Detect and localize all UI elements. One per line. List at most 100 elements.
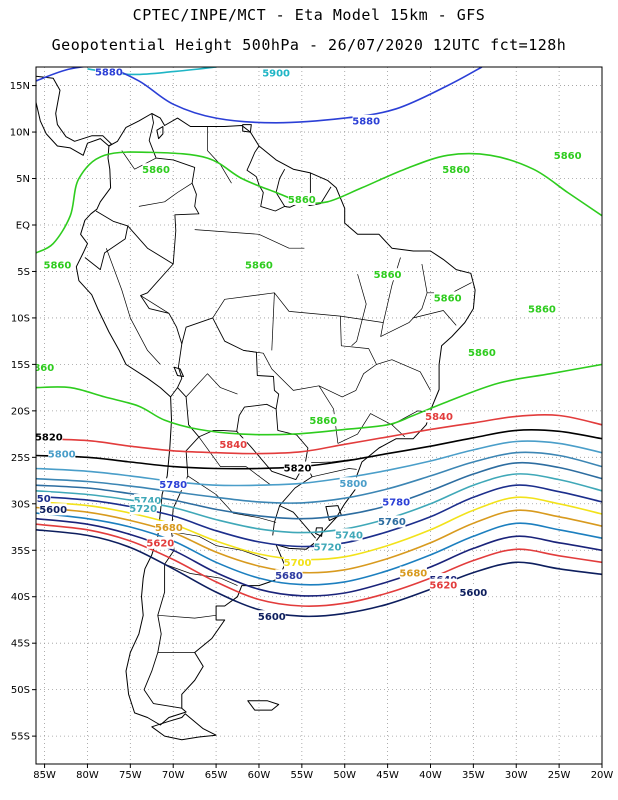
contour-label: 5860 (374, 270, 402, 281)
contour-label-bg (142, 163, 170, 176)
contour-label-bg (146, 536, 174, 549)
contour-label-bg (468, 346, 496, 359)
contour-label-bg (155, 521, 183, 534)
contour-label-bg (275, 569, 303, 582)
title-line-2: Geopotential Height 500hPa - 26/07/2020 … (51, 36, 567, 54)
lon-tick-label: 80W (76, 770, 99, 781)
state-border (194, 229, 305, 249)
contour-label: 5620 (146, 539, 174, 550)
contour-label: 5880 (352, 117, 380, 128)
lon-tick-label: 55W (291, 770, 314, 781)
contour-label: 5700 (284, 558, 312, 569)
central-america-coastline (36, 75, 112, 156)
lat-tick-label: EQ (16, 220, 30, 231)
contour-label-bg (313, 540, 342, 553)
contour-5640 (36, 517, 602, 597)
contour-label-bg (554, 149, 582, 162)
lat-tick-label: 45S (11, 639, 30, 650)
contour-label: 5840 (425, 412, 453, 423)
contour-label: 5860 (528, 304, 556, 315)
state-border (318, 316, 377, 398)
lon-tick-label: 40W (419, 770, 442, 781)
country-border (181, 317, 280, 438)
contour-5680 (36, 506, 602, 574)
map-frame (35, 66, 603, 765)
tierra-del-fuego (151, 713, 217, 741)
contour-label-bg (159, 478, 187, 491)
state-border (413, 310, 457, 326)
contour-label-bg (459, 586, 487, 599)
state-border (243, 350, 339, 444)
lon-tick-label: 45W (376, 770, 399, 781)
contour-label-bg (219, 438, 247, 451)
lat-tick-label: 10N (10, 128, 30, 139)
contour-label: 5880 (95, 67, 123, 78)
lon-tick-label: 20W (591, 770, 614, 781)
contour-label-bg (283, 461, 312, 474)
lake-outline (173, 366, 184, 377)
state-border (185, 373, 238, 398)
land-outlines (36, 11, 476, 741)
contour-label-bg (442, 163, 470, 176)
contour-5820 (36, 429, 602, 470)
lat-tick-label: 40S (11, 592, 30, 603)
state-border (138, 182, 193, 207)
lon-tick-label: 30W (505, 770, 528, 781)
contour-labels: 5880 5900 5880 5860 5860 5860 5860 5860 5860 5860… (26, 67, 582, 623)
state-border (140, 295, 170, 314)
contour-label: 5600 (258, 612, 286, 623)
trinidad-island (242, 124, 252, 133)
contour-label: 5720 (129, 504, 157, 515)
contour-label: 5840 (219, 440, 247, 451)
contour-5780 (36, 451, 602, 504)
contour-label: 5680 (399, 568, 427, 579)
contour-label-bg (429, 578, 457, 591)
contour-label-bg (39, 503, 67, 516)
contour-label-bg (309, 414, 337, 427)
state-border (105, 248, 161, 365)
contour-label-bg (245, 258, 273, 271)
country-border (279, 462, 316, 539)
contour-label-bg (339, 477, 367, 490)
contour-label: 5800 (48, 449, 76, 460)
contour-label: 5820 (35, 433, 63, 444)
contour-label-bg (528, 302, 556, 315)
lat-tick-label: 30S (11, 499, 30, 510)
contour-5880 (36, 67, 483, 124)
hispaniola-island (136, 40, 187, 60)
longitude-ticks: 85W 80W 75W 70W 65W 60W 55W 50W 45W 40W 35W 30W 25W 2… (33, 764, 613, 781)
contour-label: 5740 (335, 530, 363, 541)
contour-label-bg (425, 410, 453, 423)
contour-label: 5860 (554, 151, 582, 162)
lat-tick-label: 55S (11, 732, 30, 743)
title-line-1: CPTEC/INPE/MCT - Eta Model 15km - GFS (132, 6, 486, 24)
contour-label-bg (36, 430, 63, 443)
cuba-island (40, 11, 134, 41)
geopotential-contours (36, 67, 602, 618)
contour-label: 5620 (429, 580, 457, 591)
state-border (121, 150, 157, 170)
contour-label: 5860 (142, 165, 170, 176)
contour-label: 5860 (26, 363, 54, 374)
contour-label: 450 (30, 494, 51, 505)
state-border (312, 468, 357, 478)
state-border (271, 292, 275, 351)
contour-label-bg (129, 502, 157, 515)
lat-tick-label: 35S (11, 546, 30, 557)
lon-tick-label: 25W (548, 770, 571, 781)
puerto-rico-island (197, 54, 211, 58)
contour-label: 5600 (39, 505, 67, 516)
lat-tick-label: 5N (16, 174, 30, 185)
lon-tick-label: 85W (33, 770, 56, 781)
contour-label: 5900 (262, 68, 290, 79)
contour-5860 (36, 363, 602, 436)
contour-label: 5760 (378, 517, 406, 528)
contour-label: 5820 (284, 463, 312, 474)
lon-tick-label: 60W (248, 770, 271, 781)
contour-label: 5860 (468, 348, 496, 359)
lat-tick-label: 25S (11, 453, 30, 464)
lat-tick-label: 15N (10, 81, 30, 92)
contour-label-bg (258, 610, 286, 623)
contour-label-bg (36, 361, 54, 374)
